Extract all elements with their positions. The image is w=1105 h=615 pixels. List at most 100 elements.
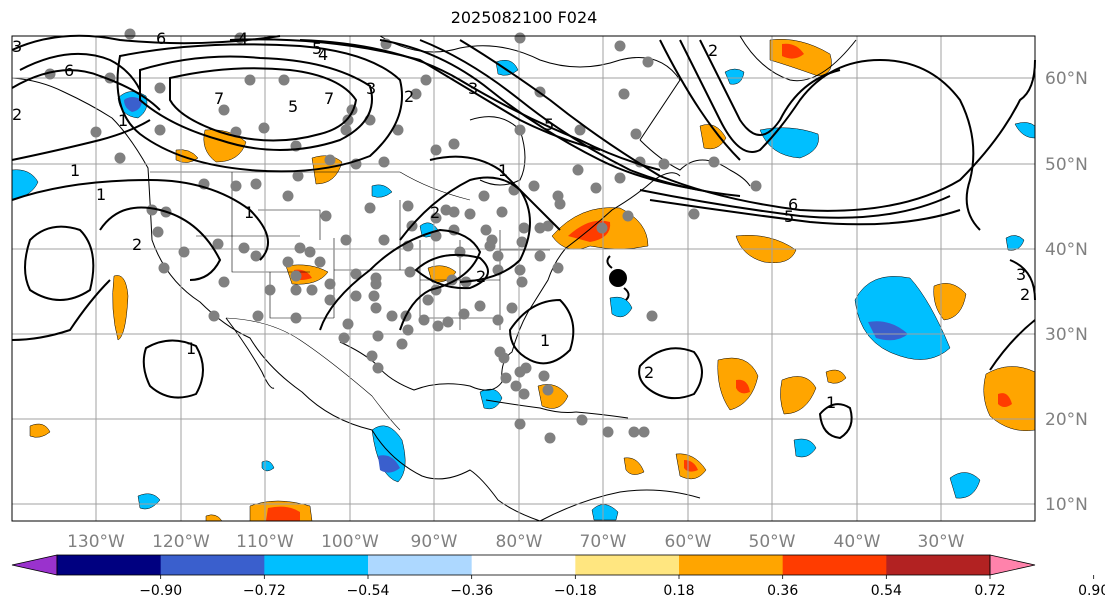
contour-label: 2 xyxy=(708,41,718,60)
contour xyxy=(818,403,853,440)
coastline-greenland xyxy=(739,35,857,82)
station-dot xyxy=(474,300,486,312)
station-dot xyxy=(430,230,442,242)
colorbar-extend-high xyxy=(989,554,1036,576)
station-dot xyxy=(514,418,526,430)
shade-blue xyxy=(724,68,745,85)
latitude-label: 40°N xyxy=(1045,240,1088,260)
shade-blue-dark xyxy=(378,455,400,473)
station-dot xyxy=(464,208,476,220)
colorbar-tick-label: −0.90 xyxy=(139,583,182,599)
shade-red xyxy=(266,506,300,521)
contour xyxy=(649,199,961,226)
station-dot xyxy=(324,278,336,290)
longitude-label: 60°W xyxy=(665,532,712,552)
latitude-label: 30°N xyxy=(1045,325,1088,345)
contour-label: 5 xyxy=(784,207,794,226)
latitude-label: 10°N xyxy=(1045,495,1088,515)
longitude-label: 120°W xyxy=(152,532,210,552)
station-dot xyxy=(688,208,700,220)
shade-orange xyxy=(112,275,129,341)
station-dot xyxy=(238,242,250,254)
shade-orange xyxy=(933,283,967,321)
station-dot xyxy=(290,270,302,282)
station-dot xyxy=(542,384,554,396)
shade-orange xyxy=(623,457,645,475)
colorbar-tick-label: −0.72 xyxy=(243,583,286,599)
longitude-label: 80°W xyxy=(496,532,543,552)
contour-label: 1 xyxy=(118,111,128,130)
station-dot xyxy=(576,414,588,426)
contour xyxy=(11,69,161,111)
station-dot xyxy=(372,330,384,342)
colorbar-segment xyxy=(160,555,265,575)
coastline-east xyxy=(565,172,681,249)
station-markers xyxy=(44,28,762,444)
latitude-labels: 60°N 50°N 40°N 30°N 20°N 10°N xyxy=(1045,69,1088,515)
station-dot xyxy=(596,222,608,234)
contour xyxy=(11,279,111,341)
contour xyxy=(459,39,1036,212)
station-dot xyxy=(370,302,382,314)
station-dot xyxy=(510,380,522,392)
station-dot xyxy=(264,284,276,296)
contour xyxy=(429,155,561,231)
latitude-label: 60°N xyxy=(1045,69,1088,89)
contour-label: 6 xyxy=(788,195,798,214)
coastline-north-america xyxy=(11,77,541,522)
station-dot xyxy=(492,250,504,262)
contour-label: 1 xyxy=(498,161,508,180)
station-dot xyxy=(386,310,398,322)
station-dot xyxy=(208,310,220,322)
contour-label: 4 xyxy=(238,29,248,48)
contour-label: 5 xyxy=(544,115,554,134)
colorbar-segment xyxy=(471,555,576,575)
station-dot xyxy=(514,264,526,276)
station-dot xyxy=(448,138,460,150)
colorbar-segment xyxy=(57,555,162,575)
station-dot xyxy=(534,250,546,262)
contour xyxy=(319,228,482,331)
station-dot xyxy=(646,310,658,322)
shade-blue xyxy=(793,438,817,458)
storm-symbol xyxy=(606,255,630,301)
station-dot xyxy=(518,222,530,234)
station-dot xyxy=(422,294,434,306)
shade-red xyxy=(998,393,1012,407)
longitude-label: 50°W xyxy=(749,532,796,552)
station-dot xyxy=(324,294,336,306)
contour-label: 2 xyxy=(1020,285,1030,304)
contour-label: 7 xyxy=(214,89,224,108)
station-dot xyxy=(590,182,602,194)
contour xyxy=(19,52,141,91)
colorbar-frame xyxy=(56,554,991,576)
contour-label: 5 xyxy=(312,39,322,58)
station-dot xyxy=(218,104,230,116)
station-dot xyxy=(442,316,454,328)
station-dot xyxy=(628,426,640,438)
station-dot xyxy=(622,210,634,222)
contour-label: 7 xyxy=(324,89,334,108)
colorbar-tick-label: 0.90 xyxy=(1078,583,1105,599)
contour xyxy=(142,339,204,399)
contour xyxy=(508,298,575,365)
contour xyxy=(11,178,269,261)
longitude-label: 90°W xyxy=(411,532,458,552)
station-dot xyxy=(244,74,256,86)
contour-label: 1 xyxy=(96,185,106,204)
station-dot xyxy=(430,144,442,156)
contour-label: 3 xyxy=(1016,265,1026,284)
station-dot xyxy=(518,388,530,400)
station-dot xyxy=(154,124,166,136)
station-dot xyxy=(516,276,528,288)
station-dot xyxy=(430,212,442,224)
station-dot xyxy=(574,124,586,136)
coastline-gulf xyxy=(339,247,567,391)
contour xyxy=(139,55,373,151)
contour xyxy=(679,39,981,231)
station-dot xyxy=(516,236,528,248)
contour-label: 1 xyxy=(186,339,196,358)
station-dot xyxy=(500,372,512,384)
station-dot xyxy=(212,238,224,250)
colorbar-tick-label: −0.18 xyxy=(554,583,597,599)
